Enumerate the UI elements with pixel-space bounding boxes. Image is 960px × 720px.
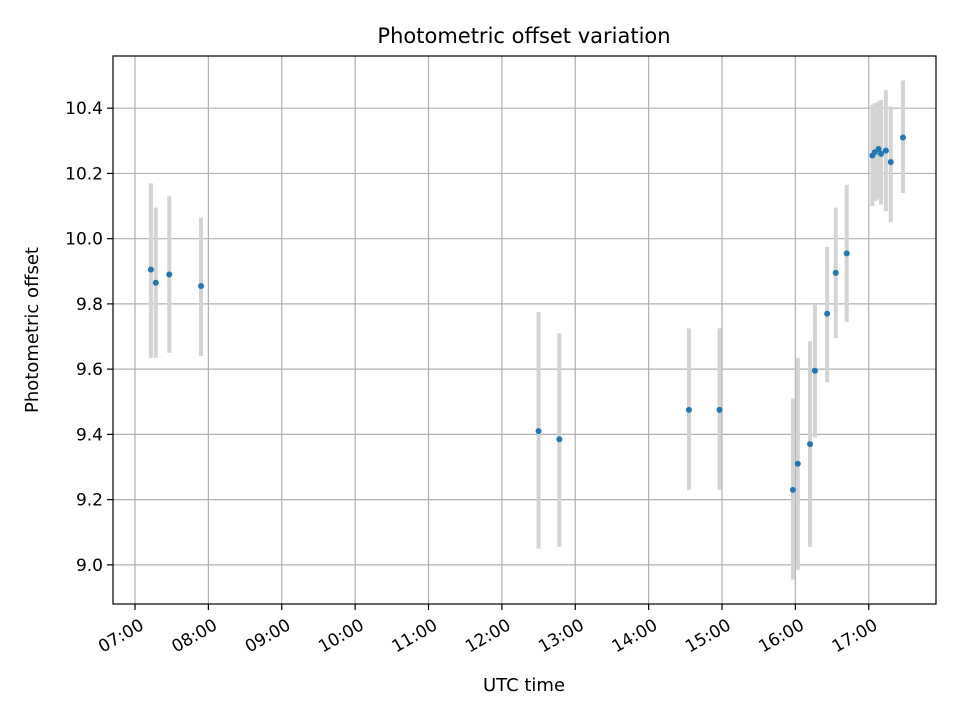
y-axis: 9.0 9.2 9.4 9.6 9.8 10.0 10.2 10.4: [65, 99, 113, 576]
data-point: [794, 460, 801, 467]
y-tick-label: 10.2: [65, 164, 103, 184]
data-point: [556, 436, 563, 443]
y-tick-label: 9.4: [76, 425, 103, 445]
data-point: [716, 406, 723, 413]
data-point: [899, 134, 906, 141]
data-point: [843, 250, 850, 257]
y-tick-label: 10.4: [65, 99, 103, 119]
grid-lines: [113, 56, 936, 604]
data-point: [875, 145, 882, 152]
y-tick-label: 9.2: [76, 491, 103, 511]
data-point: [877, 150, 884, 157]
data-point: [807, 441, 814, 448]
data-point: [147, 266, 154, 273]
data-point: [198, 282, 205, 289]
data-point: [166, 271, 173, 278]
data-point: [824, 310, 831, 317]
data-points: [147, 134, 906, 493]
data-point: [789, 486, 796, 493]
data-point: [535, 428, 542, 435]
y-tick-label: 9.6: [76, 360, 103, 380]
data-point: [882, 147, 889, 154]
data-point: [887, 159, 894, 166]
plot-frame: [112, 55, 937, 605]
y-tick-label: 10.0: [65, 230, 103, 250]
data-point: [685, 406, 692, 413]
data-point: [811, 367, 818, 374]
data-point: [152, 279, 159, 286]
y-tick-label: 9.8: [76, 295, 103, 315]
data-point: [832, 269, 839, 276]
y-tick-label: 9.0: [76, 556, 103, 576]
x-axis-label: UTC time: [483, 675, 565, 696]
chart-title: Photometric offset variation: [377, 24, 670, 48]
y-axis-label: Photometric offset: [22, 247, 43, 413]
